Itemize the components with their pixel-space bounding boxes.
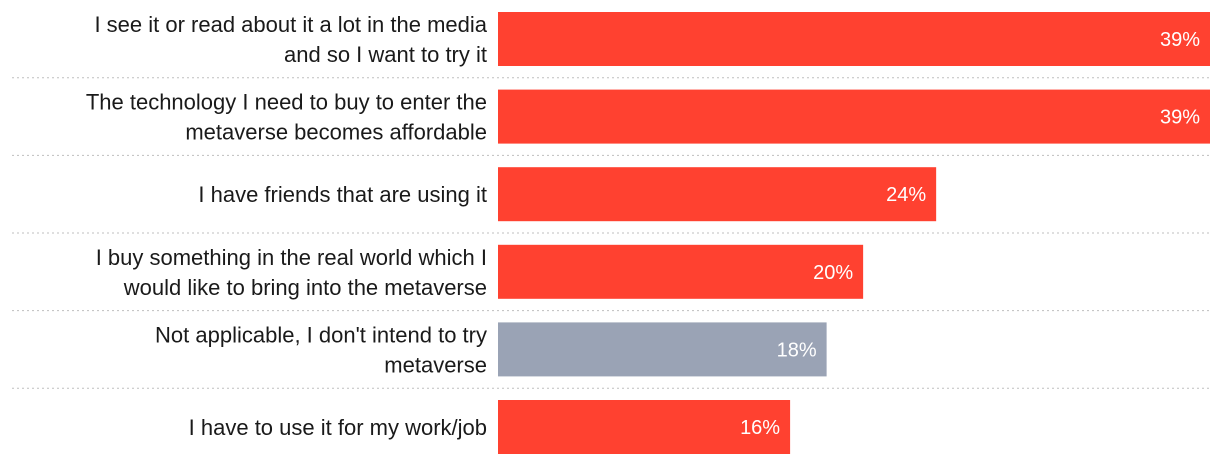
- value-label: 16%: [740, 417, 780, 439]
- bar-row: 20% I buy something in the real world whi…: [96, 244, 864, 300]
- category-label: metaverse: [384, 352, 487, 377]
- bar-row: 39% The technology I need to buy to enter…: [86, 89, 1210, 145]
- category-label: metaverse becomes affordable: [185, 120, 487, 145]
- category-label: would like to bring into the metaverse: [123, 275, 487, 300]
- bar: [498, 400, 791, 454]
- bar-row: 24% I have friends that are using it: [198, 167, 937, 222]
- value-label: 39%: [1160, 29, 1200, 51]
- bar: [498, 322, 827, 377]
- bar-row: 16% I have to use it for my work/job: [189, 400, 791, 454]
- category-label: I have to use it for my work/job: [189, 415, 487, 440]
- bar-row: 39% I see it or read about it a lot in th…: [94, 12, 1210, 67]
- category-label: and so I want to try it: [284, 42, 487, 67]
- bar-row: 18% Not applicable, I don't intend to try…: [155, 322, 827, 377]
- category-label: The technology I need to buy to enter th…: [86, 90, 487, 115]
- value-label: 18%: [777, 339, 817, 361]
- category-label: I see it or read about it a lot in the m…: [94, 12, 487, 37]
- category-label: I have friends that are using it: [198, 182, 487, 207]
- bar: [498, 167, 937, 222]
- bar: [498, 12, 1210, 66]
- value-label: 24%: [886, 184, 926, 206]
- category-label: I buy something in the real world which …: [96, 245, 487, 270]
- value-label: 20%: [813, 262, 853, 284]
- bar: [498, 244, 864, 299]
- bar: [498, 89, 1210, 144]
- category-label: Not applicable, I don't intend to try: [155, 322, 487, 347]
- value-label: 39%: [1160, 107, 1200, 129]
